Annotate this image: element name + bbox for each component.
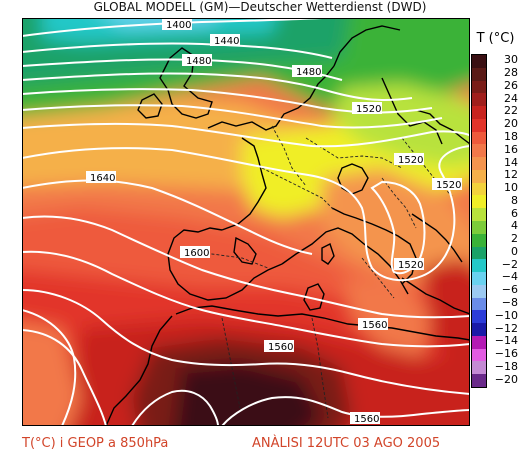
legend-label: 4 [511, 219, 518, 233]
legend-swatch [472, 246, 486, 260]
legend-swatch [472, 208, 486, 222]
legend-swatch [472, 221, 486, 235]
contour-label: 1560 [350, 412, 380, 425]
legend-swatch [472, 323, 486, 337]
legend-label: 18 [504, 130, 518, 143]
contour-label: 1520 [394, 153, 424, 166]
legend-swatch [472, 55, 486, 69]
legend-label: −16 [494, 347, 518, 361]
map-canvas: 1400 1440 1480 1480 1520 1520 1520 1640 [22, 18, 470, 426]
svg-text:1520: 1520 [356, 104, 381, 115]
legend-swatch [472, 157, 486, 171]
svg-text:1600: 1600 [184, 248, 209, 259]
legend-label: −10 [494, 308, 518, 322]
contour-label: 1400 [162, 18, 192, 31]
legend-label: 0 [511, 244, 518, 258]
legend-label: 10 [504, 181, 518, 195]
legend-label: 2 [511, 232, 518, 246]
legend-label: −14 [494, 334, 518, 348]
legend-swatch [472, 182, 486, 196]
legend-swatch [472, 144, 486, 158]
legend-swatch [472, 361, 486, 375]
svg-text:1520: 1520 [436, 180, 461, 191]
legend-swatch [472, 169, 486, 184]
contour-label: 1440 [210, 34, 240, 47]
contour-label: 1520 [394, 258, 424, 271]
legend-swatch [472, 80, 486, 94]
legend-label: 14 [504, 155, 518, 169]
svg-text:1520: 1520 [398, 155, 423, 166]
contour-label: 1600 [180, 246, 210, 259]
legend-label: 6 [511, 206, 518, 220]
color-legend [471, 54, 487, 388]
map-title: GLOBAL MODELL (GM)—Deutscher Wetterdiens… [93, 0, 427, 14]
svg-text:1560: 1560 [268, 342, 293, 353]
contour-label: 1480 [182, 54, 212, 67]
contour-label: 1520 [432, 178, 462, 191]
legend-label: −18 [494, 359, 518, 373]
legend-label: 22 [504, 104, 518, 118]
legend-label: 12 [504, 168, 518, 182]
legend-label: 28 [504, 66, 518, 80]
temperature-field [22, 18, 470, 426]
legend-label: −20 [494, 372, 518, 386]
legend-label: 26 [504, 78, 518, 92]
svg-text:1520: 1520 [398, 260, 423, 271]
contour-label: 1480 [292, 65, 322, 78]
legend-swatch [472, 93, 486, 107]
svg-text:1480: 1480 [296, 67, 321, 78]
legend-swatch [472, 272, 486, 286]
legend-label: −8 [501, 296, 518, 309]
analysis-time-caption: ANÀLISI 12UTC 03 AGO 2005 [252, 436, 441, 451]
contour-label: 1560 [358, 318, 388, 331]
svg-text:1480: 1480 [186, 56, 211, 67]
legend-swatch [472, 335, 486, 350]
legend-swatch [472, 106, 486, 120]
contour-label: 1520 [352, 102, 382, 115]
legend-label: −4 [501, 270, 518, 284]
legend-label: 8 [511, 193, 518, 207]
legend-swatch [472, 118, 486, 133]
legend-swatch [472, 131, 486, 145]
legend-label: −2 [501, 257, 518, 271]
legend-swatch [472, 310, 486, 324]
legend-swatch [472, 233, 486, 248]
legend-label: 16 [504, 142, 518, 156]
legend-swatch [472, 284, 486, 299]
legend-swatch [472, 297, 486, 311]
legend-swatch [472, 259, 486, 273]
temperature-map: 1400 1440 1480 1480 1520 1520 1520 1640 [22, 18, 470, 426]
svg-text:1440: 1440 [214, 36, 239, 47]
legend-swatch [472, 348, 486, 362]
contour-label: 1560 [264, 340, 294, 353]
legend-title: T (°C) [476, 31, 515, 46]
svg-text:1560: 1560 [354, 414, 379, 425]
svg-text:1640: 1640 [90, 173, 115, 184]
svg-text:1560: 1560 [362, 320, 387, 331]
legend-label: 24 [504, 91, 518, 105]
svg-text:1400: 1400 [166, 20, 191, 31]
legend-label: 20 [504, 117, 518, 131]
legend-label: −6 [501, 283, 518, 297]
variable-caption: T(°C) i GEOP a 850hPa [22, 436, 169, 451]
legend-labels: 30 28 26 24 22 20 18 16 14 12 10 8 6 4 2 0 −2 −4 −6 −8 −10 −1… [487, 54, 520, 386]
map-frame [22, 18, 470, 426]
legend-swatch [472, 374, 486, 388]
legend-swatch [472, 195, 486, 209]
legend-swatch [472, 67, 486, 82]
legend-label: 30 [504, 53, 518, 67]
legend-label: −12 [494, 321, 518, 335]
contour-label: 1640 [86, 171, 116, 184]
